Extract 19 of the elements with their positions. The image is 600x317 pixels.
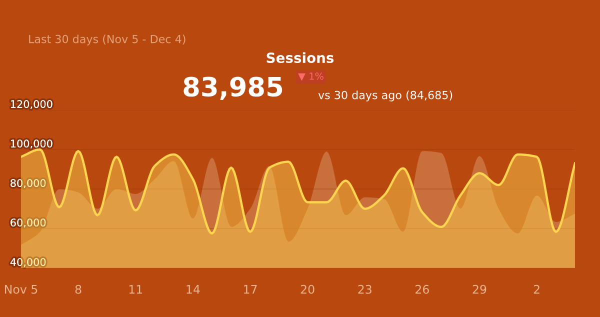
x-tick-label: 17	[244, 285, 257, 294]
chart-subtitle: Last 30 days (Nov 5 - Dec 4)	[29, 34, 186, 46]
x-tick-label: 26	[416, 284, 429, 294]
chart-title: Sessions	[266, 52, 334, 64]
x-tick-label: 14	[186, 285, 200, 294]
y-tick-label: 60,000	[10, 218, 46, 228]
x-tick-label: 2	[534, 284, 540, 294]
text: 83,985	[184, 76, 282, 100]
x-tick-label: 8	[75, 284, 82, 294]
text: vs 30 days ago (84,685)	[318, 90, 452, 102]
y-tick-label: 120,000	[11, 100, 52, 110]
y-tick-label: 100,000	[11, 140, 52, 149]
x-tick-label: 23	[358, 284, 372, 294]
y-tick-label: 80,000	[10, 179, 46, 188]
text: ▼ 1%	[298, 72, 324, 81]
x-tick-label: Nov 5	[5, 285, 38, 294]
x-tick-label: 20	[300, 284, 314, 294]
x-tick-label: 29	[472, 284, 486, 294]
x-tick-label: 11	[129, 285, 142, 294]
